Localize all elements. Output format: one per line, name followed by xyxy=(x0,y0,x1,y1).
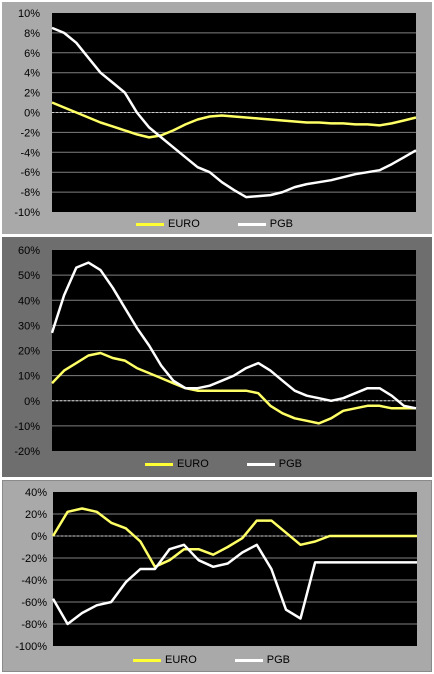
y-tick-label: 2% xyxy=(24,88,40,100)
y-tick-label: -100% xyxy=(15,641,47,653)
legend-item-pgb: PGB xyxy=(234,654,291,666)
y-tick-label: -60% xyxy=(21,597,47,609)
y-tick-label: 20% xyxy=(18,346,40,358)
y-tick-label: 10% xyxy=(18,371,40,383)
y-tick-label: 60% xyxy=(18,245,40,257)
series-line-pgb xyxy=(51,26,417,199)
legend-bottom: EURO PGB xyxy=(133,654,328,666)
legend-label-euro: EURO xyxy=(165,654,197,666)
chart-bottom: -100% -80% -60% -40% -20% 0% 20% 40% xyxy=(15,487,417,653)
legend-swatch-pgb xyxy=(237,222,266,226)
series-line-euro xyxy=(51,351,416,425)
y-tick-label: -10% xyxy=(14,207,40,219)
y-tick-label: -20% xyxy=(14,446,40,458)
y-tick-label: 0% xyxy=(24,108,40,120)
legend-swatch-pgb xyxy=(246,462,275,466)
plot-area xyxy=(53,492,417,646)
legend-label-pgb: PGB xyxy=(266,654,291,666)
y-tick-label: -4% xyxy=(20,147,40,159)
chart-panel-top: -10% -8% -6% -4% -2% 0% 2% 4% 6% 8% 10% EURO PGB xyxy=(2,2,432,234)
y-tick-label: 0% xyxy=(31,531,47,543)
y-tick-label: -10% xyxy=(14,421,40,433)
chart-middle: -20% -10% 0% 10% 20% 30% 40% 50% 60% xyxy=(14,245,417,458)
y-tick-label: 8% xyxy=(24,28,40,40)
y-tick-label: 4% xyxy=(24,68,40,80)
series-line-euro xyxy=(51,507,417,569)
y-tick-label: 40% xyxy=(18,295,40,307)
legend-label-euro: EURO xyxy=(177,458,209,470)
y-tick-label: -8% xyxy=(20,187,40,199)
y-tick-label: 40% xyxy=(25,487,47,499)
y-tick-label: 20% xyxy=(25,509,47,521)
legend-item-euro: EURO xyxy=(145,458,209,470)
y-tick-label: 10% xyxy=(18,8,40,20)
legend-item-euro: EURO xyxy=(136,218,200,230)
y-tick-label: -40% xyxy=(21,575,47,587)
chart-panel-bottom: -100% -80% -60% -40% -20% 0% 20% 40% EURO PGB xyxy=(2,480,432,672)
y-tick-label: -6% xyxy=(20,167,40,179)
y-tick-label: -2% xyxy=(20,127,40,139)
y-tick-label: 6% xyxy=(24,48,40,60)
legend-item-euro: EURO xyxy=(133,654,197,666)
y-tick-label: 0% xyxy=(24,396,40,408)
legend-swatch-pgb xyxy=(234,658,263,662)
legend-swatch-euro xyxy=(133,658,161,662)
legend-top: EURO PGB xyxy=(136,218,331,230)
legend-label-pgb: PGB xyxy=(278,458,303,470)
series-line-pgb xyxy=(51,543,417,626)
series-line-euro xyxy=(51,101,417,139)
y-tick-label: -80% xyxy=(21,619,47,631)
legend-label-pgb: PGB xyxy=(269,218,294,230)
legend-middle: EURO PGB xyxy=(145,458,340,470)
legend-label-euro: EURO xyxy=(168,218,200,230)
chart-panel-middle: -20% -10% 0% 10% 20% 30% 40% 50% 60% EURO PGB xyxy=(2,237,432,477)
legend-swatch-euro xyxy=(145,462,173,466)
series-line-pgb xyxy=(50,261,417,410)
y-tick-label: 30% xyxy=(18,320,40,332)
y-tick-label: 50% xyxy=(18,270,40,282)
y-tick-label: -20% xyxy=(21,553,47,565)
chart-top: -10% -8% -6% -4% -2% 0% 2% 4% 6% 8% 10% xyxy=(14,8,417,219)
legend-swatch-euro xyxy=(136,222,164,226)
legend-item-pgb: PGB xyxy=(246,458,303,470)
legend-item-pgb: PGB xyxy=(237,218,294,230)
